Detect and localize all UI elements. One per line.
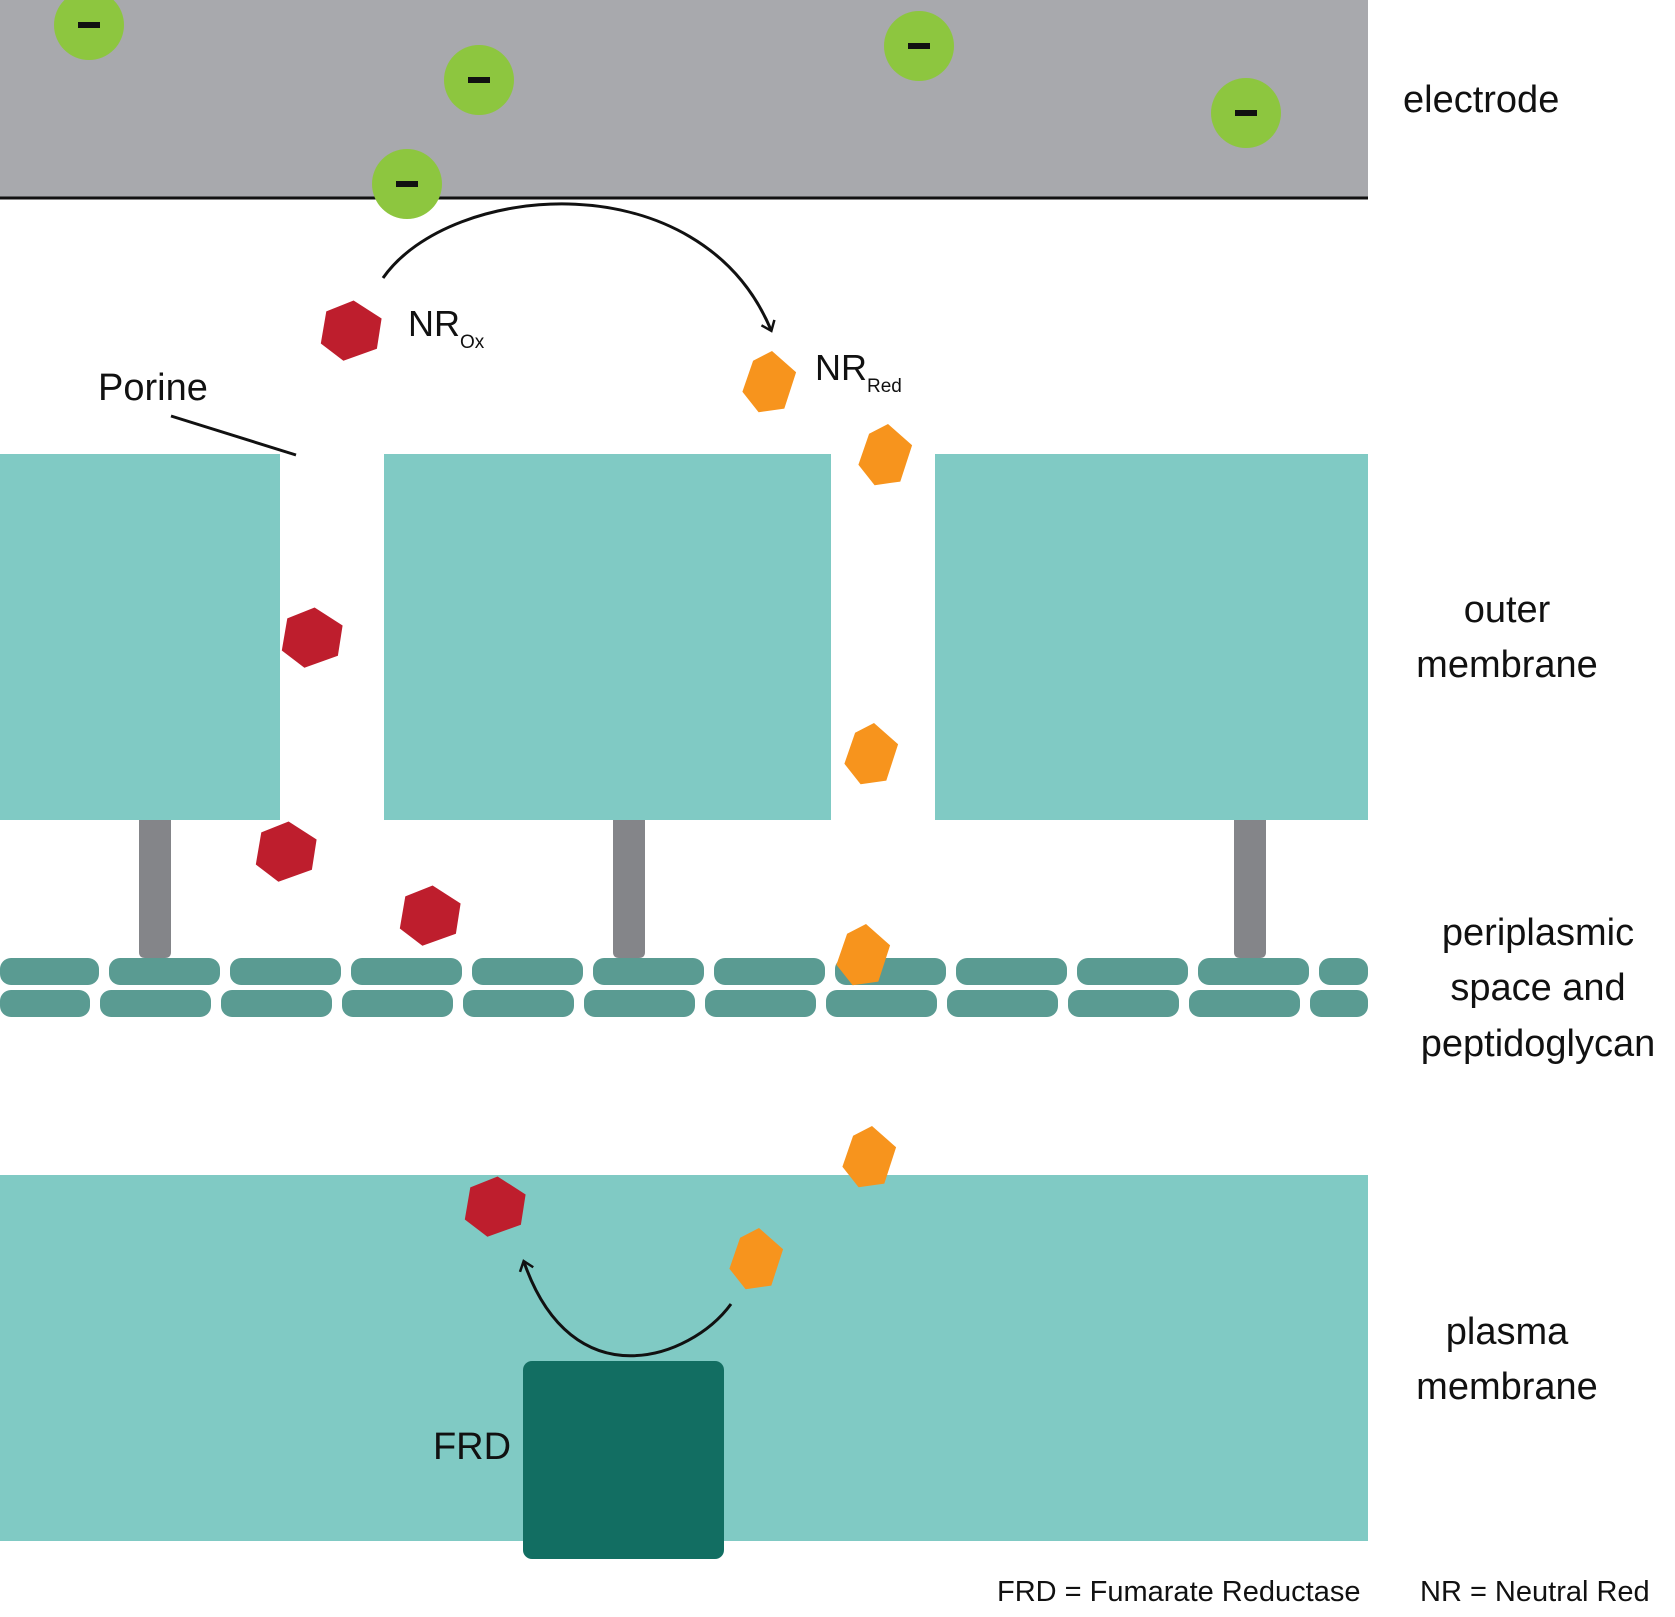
peptidoglycan-segment <box>230 958 341 985</box>
nr-ox-molecules <box>255 300 526 1237</box>
peptidoglycan-segment <box>1077 958 1188 985</box>
peptidoglycan-segment <box>342 990 453 1017</box>
nr-ox-molecule <box>320 300 382 361</box>
peptidoglycan-segment <box>0 958 99 985</box>
nr-ox-label: NROx <box>408 303 485 353</box>
nr-red-molecule <box>844 723 899 785</box>
peptidoglycan-segment <box>100 990 211 1017</box>
peptidoglycan-segment <box>109 958 220 985</box>
plasma-membrane-label-line2: membrane <box>1416 1366 1598 1408</box>
legend-nr: NR = Neutral Red <box>1420 1576 1650 1608</box>
frd-label: FRD <box>433 1426 511 1468</box>
outer-membrane-label-line1: outer <box>1464 589 1551 631</box>
peptidoglycan-segment <box>221 990 332 1017</box>
nr-ox-molecule <box>281 607 343 668</box>
peptidoglycan-segment <box>463 990 574 1017</box>
outer-membrane-block <box>0 454 280 820</box>
peptidoglycan-segment <box>956 958 1067 985</box>
nr-ox-molecule <box>255 821 317 882</box>
connector <box>1234 820 1266 958</box>
peptidoglycan-segment <box>472 958 583 985</box>
oxidation-arrow <box>518 1259 733 1358</box>
periplasmic-label-line2: space and <box>1450 967 1625 1009</box>
peptidoglycan-segment <box>1189 990 1300 1017</box>
peptidoglycan-segment <box>1310 990 1368 1017</box>
outer-membrane <box>0 454 1368 820</box>
nr-ox-molecule <box>464 1176 526 1237</box>
electron <box>884 11 954 81</box>
electron <box>372 149 442 219</box>
peptidoglycan-segment <box>826 990 937 1017</box>
electrode-label: electrode <box>1403 79 1559 121</box>
peptidoglycan-segment <box>351 958 462 985</box>
nr-red-molecule <box>858 424 913 486</box>
porine-label: Porine <box>98 367 208 409</box>
electron <box>54 0 124 60</box>
connector <box>139 820 171 958</box>
frd-enzyme <box>523 1361 724 1559</box>
outer-membrane-block <box>384 454 831 820</box>
peptidoglycan-segment <box>593 958 704 985</box>
nr-red-label: NRRed <box>815 347 902 397</box>
peptidoglycan-segment <box>1319 958 1368 985</box>
outer-membrane-label-line2: membrane <box>1416 644 1598 686</box>
porine-pointer-line <box>170 414 297 457</box>
reduction-arrow <box>381 202 776 333</box>
peptidoglycan-segment <box>1068 990 1179 1017</box>
peptidoglycan-layer <box>0 958 1368 1017</box>
connector <box>613 820 645 958</box>
nr-red-molecule <box>742 351 797 413</box>
electron <box>1211 78 1281 148</box>
peptidoglycan-segment <box>584 990 695 1017</box>
periplasmic-label-line3: peptidoglycan <box>1421 1023 1656 1065</box>
outer-membrane-block <box>935 454 1368 820</box>
peptidoglycan-segment <box>705 990 816 1017</box>
nr-red-molecule <box>842 1126 897 1188</box>
nr-red-molecule <box>729 1228 784 1290</box>
legend-frd: FRD = Fumarate Reductase <box>997 1576 1360 1608</box>
plasma-membrane-label-line1: plasma <box>1446 1311 1569 1353</box>
peptidoglycan-segment <box>947 990 1058 1017</box>
periplasmic-label-line1: periplasmic <box>1442 912 1634 954</box>
nr-red-molecules <box>729 351 913 1290</box>
peptidoglycan-segment <box>0 990 90 1017</box>
electrons <box>54 0 1281 219</box>
nr-red-molecule <box>836 924 891 986</box>
peptidoglycan-segment <box>1198 958 1309 985</box>
electrode-layer <box>0 0 1368 198</box>
connectors <box>139 820 1266 958</box>
peptidoglycan-segment <box>714 958 825 985</box>
nr-ox-molecule <box>399 885 461 946</box>
electron <box>444 45 514 115</box>
